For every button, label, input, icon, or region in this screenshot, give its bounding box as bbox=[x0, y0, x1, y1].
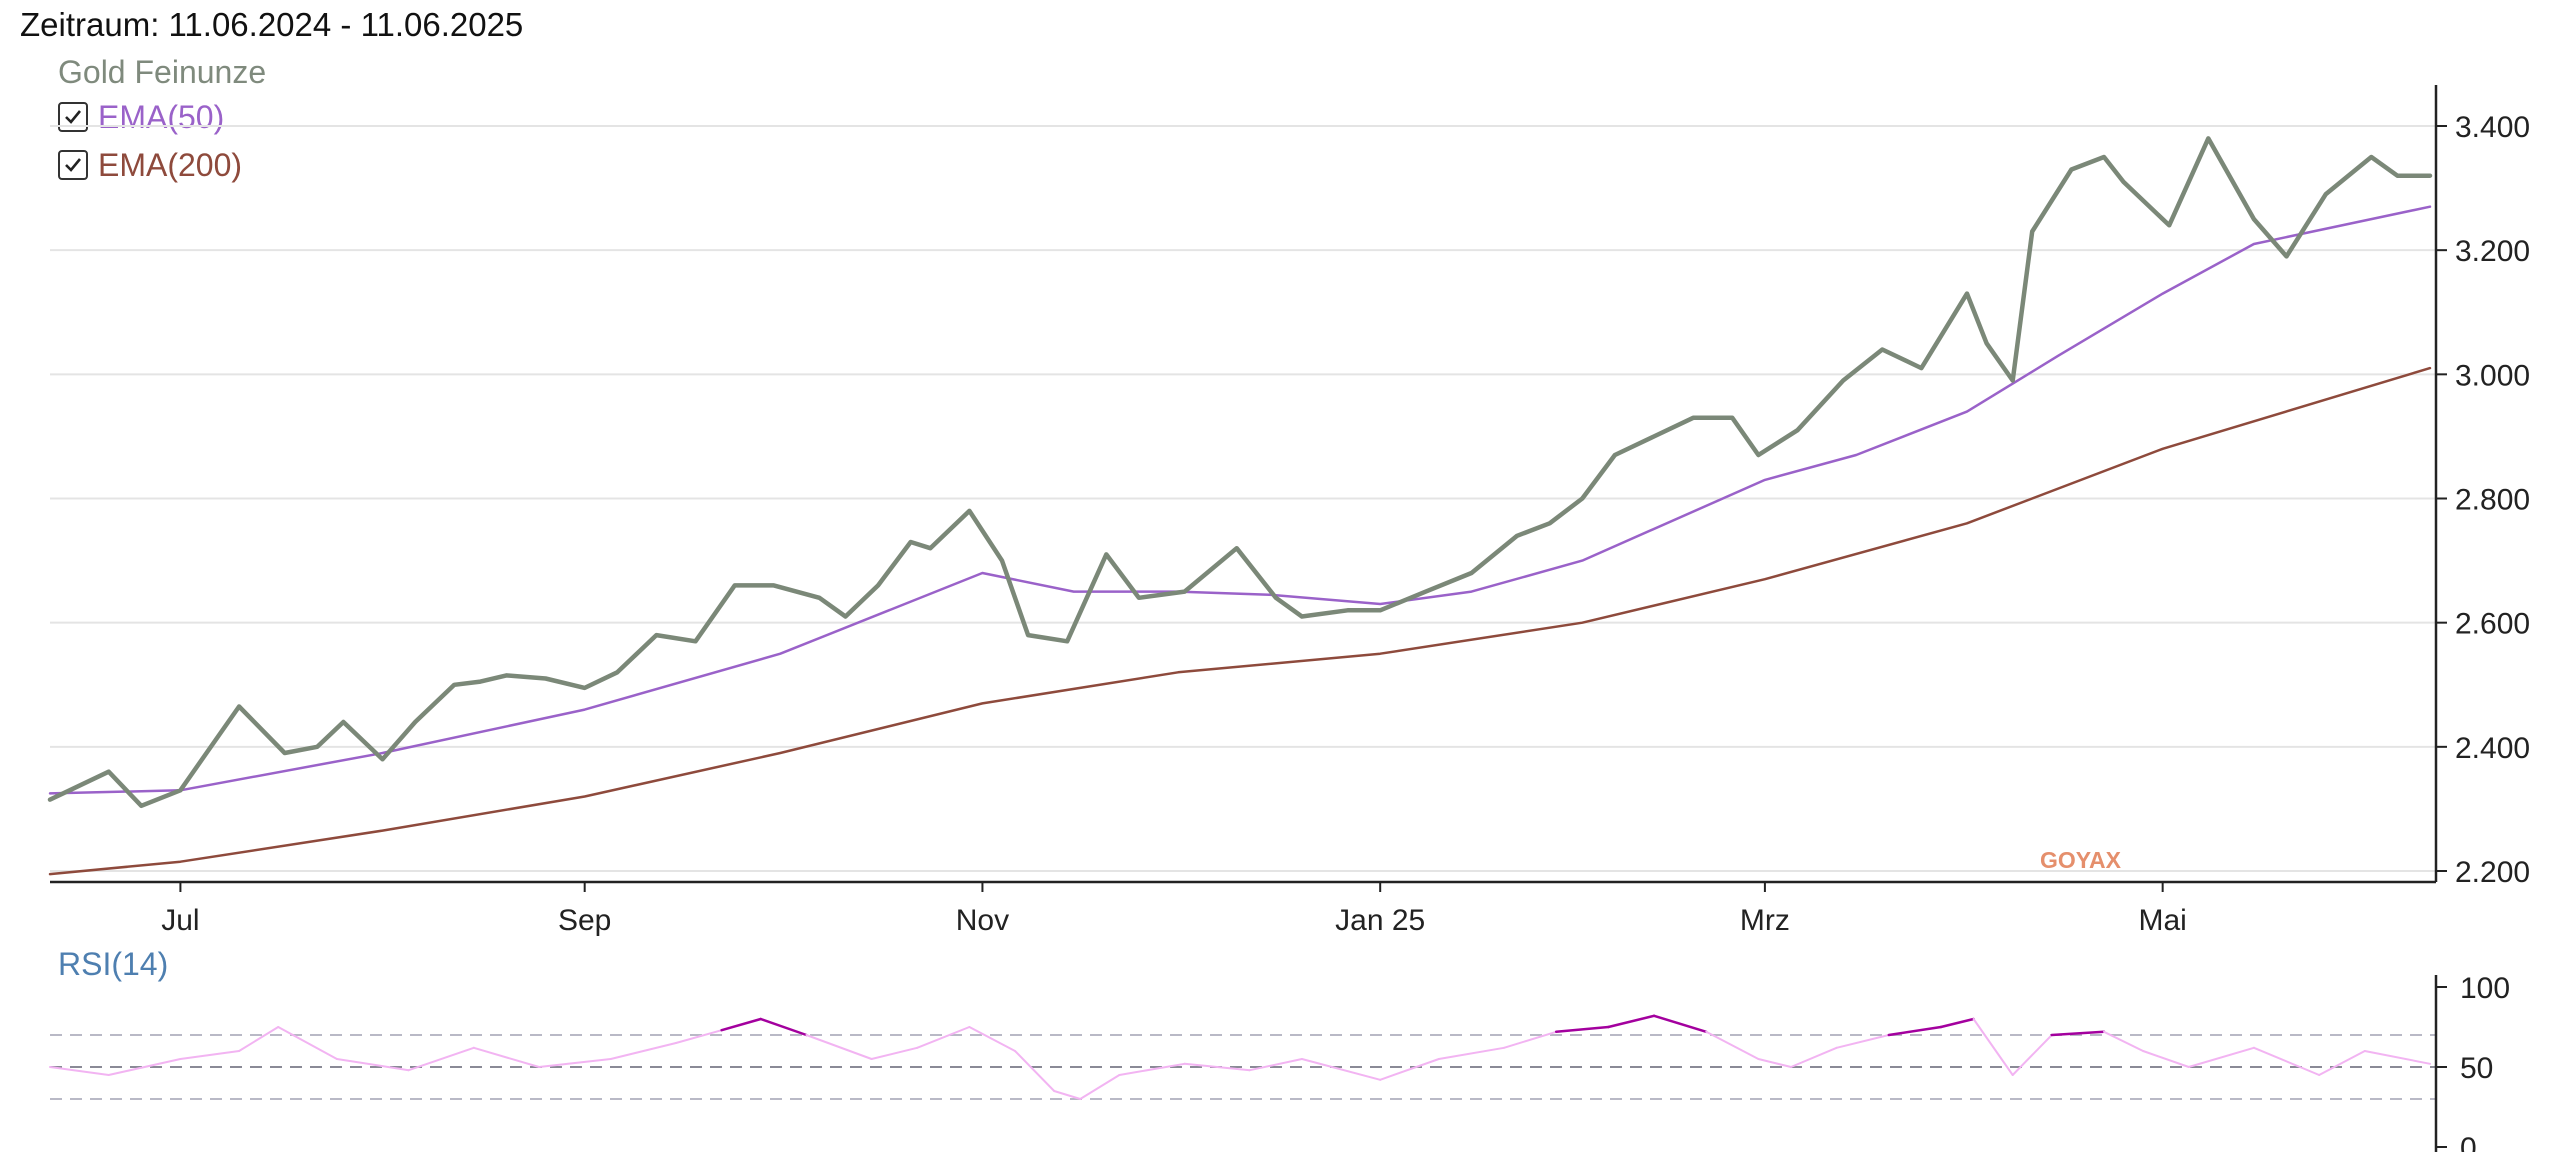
rsi-segment bbox=[1889, 1027, 1941, 1035]
rsi-segment bbox=[1015, 1051, 1054, 1091]
rsi-segment bbox=[2189, 1048, 2254, 1067]
rsi-segment bbox=[1791, 1048, 1837, 1067]
rsi-segment bbox=[761, 1019, 807, 1035]
rsi-segment bbox=[1837, 1035, 1889, 1048]
y-tick-label: 3.400 bbox=[2455, 111, 2530, 144]
rsi-segment bbox=[1941, 1019, 1974, 1027]
rsi-segment bbox=[1250, 1059, 1302, 1070]
rsi-segment bbox=[611, 1043, 676, 1059]
x-tick-label: Mrz bbox=[1740, 904, 1790, 937]
rsi-segment bbox=[1080, 1075, 1119, 1099]
rsi-segment bbox=[2254, 1048, 2319, 1075]
rsi-segment bbox=[2365, 1051, 2430, 1064]
rsi-segment bbox=[1608, 1016, 1654, 1027]
goyax-watermark: GOYAX bbox=[2040, 847, 2122, 873]
y-tick-label: 3.000 bbox=[2455, 359, 2530, 392]
rsi-segment bbox=[278, 1027, 337, 1059]
watermark-text: GOYAX bbox=[2040, 847, 2122, 873]
grid-lines bbox=[50, 126, 2435, 871]
rsi-panel: 0 50 100 bbox=[50, 972, 2510, 1152]
rsi-y-tick-label: 0 bbox=[2460, 1132, 2477, 1152]
rsi-segment bbox=[337, 1059, 409, 1070]
rsi-segment bbox=[239, 1027, 278, 1051]
rsi-segment bbox=[2319, 1051, 2365, 1075]
rsi-segment bbox=[180, 1051, 239, 1059]
rsi-segment bbox=[1654, 1016, 1706, 1032]
ema50-line bbox=[50, 207, 2430, 794]
y-tick-label: 2.600 bbox=[2455, 608, 2530, 641]
y-tick-label: 3.200 bbox=[2455, 235, 2530, 268]
rsi-segment bbox=[676, 1030, 722, 1043]
y-tick-label: 2.400 bbox=[2455, 732, 2530, 765]
ema200-line bbox=[50, 368, 2430, 874]
rsi-segment bbox=[50, 1067, 109, 1075]
rsi-segment bbox=[474, 1048, 539, 1067]
rsi-segment bbox=[1054, 1091, 1080, 1099]
rsi-segment bbox=[1380, 1059, 1439, 1080]
rsi-segment bbox=[1302, 1059, 1380, 1080]
price-series-layer bbox=[50, 138, 2430, 874]
gold-price-line bbox=[50, 138, 2430, 805]
x-tick-label: Nov bbox=[956, 904, 1009, 937]
rsi-segment bbox=[806, 1035, 871, 1059]
rsi-segment bbox=[1758, 1059, 1791, 1067]
rsi-segment bbox=[2013, 1035, 2052, 1075]
x-tick-label: Sep bbox=[558, 904, 611, 937]
y-tick-label: 2.800 bbox=[2455, 484, 2530, 517]
x-tick-label: Mai bbox=[2138, 904, 2186, 937]
x-tick-label: Jan 25 bbox=[1335, 904, 1425, 937]
rsi-segment bbox=[917, 1027, 969, 1048]
rsi-segment bbox=[722, 1019, 761, 1030]
rsi-segment bbox=[539, 1059, 611, 1067]
rsi-y-tick-label: 50 bbox=[2460, 1052, 2493, 1085]
rsi-y-tick-label: 100 bbox=[2460, 972, 2510, 1005]
rsi-segment bbox=[872, 1048, 918, 1059]
rsi-segment bbox=[1439, 1048, 1504, 1059]
x-tick-label: Jul bbox=[161, 904, 199, 937]
y-tick-label: 2.200 bbox=[2455, 856, 2530, 889]
rsi-segment bbox=[969, 1027, 1015, 1051]
rsi-segment bbox=[1556, 1027, 1608, 1032]
rsi-segment bbox=[2143, 1051, 2189, 1067]
rsi-segment bbox=[1119, 1064, 1184, 1075]
